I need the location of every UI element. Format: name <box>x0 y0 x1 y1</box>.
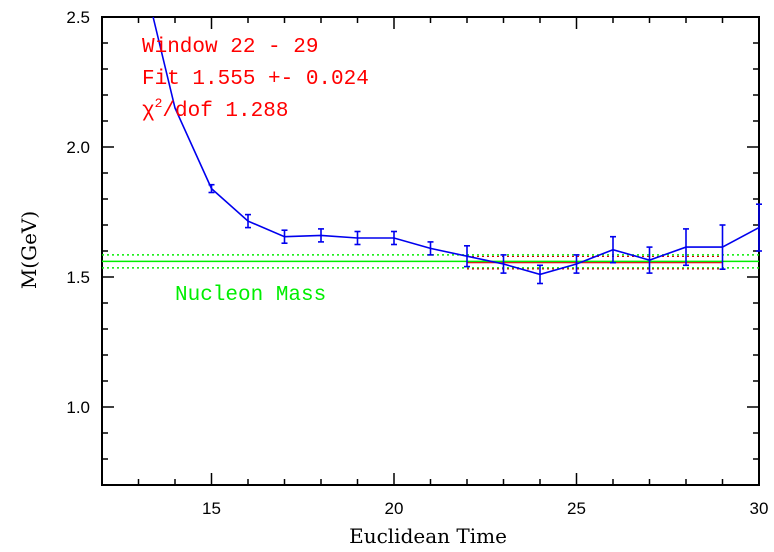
y-tick-label: 2.0 <box>66 138 90 157</box>
x-tick-label: 20 <box>385 499 404 518</box>
y-tick-label: 2.5 <box>66 8 90 27</box>
axis-ticks <box>102 17 759 485</box>
x-tick-label: 30 <box>750 499 769 518</box>
y-tick-label: 1.0 <box>66 398 90 417</box>
chi-rest: /dof 1.288 <box>162 100 288 123</box>
x-tick-label: 15 <box>202 499 221 518</box>
fit-band <box>467 255 723 270</box>
chi-symbol: χ <box>142 100 155 123</box>
series-line <box>152 16 760 276</box>
x-axis-label: Euclidean Time <box>349 524 507 548</box>
annotation-chi: χ2/dof 1.288 <box>142 96 288 123</box>
chi-superscript: 2 <box>155 96 163 111</box>
data-series <box>152 16 762 285</box>
y-axis-label: M(GeV) <box>17 211 41 289</box>
x-tick-label: 25 <box>567 499 586 518</box>
y-tick-label: 1.5 <box>66 268 90 287</box>
annotation-fit: Fit 1.555 +- 0.024 <box>142 68 369 91</box>
annotation-window: Window 22 - 29 <box>142 36 318 59</box>
tick-labels: 15 20 25 30 1.0 1.5 2.0 2.5 <box>66 8 768 518</box>
reference-label: Nucleon Mass <box>175 284 326 307</box>
